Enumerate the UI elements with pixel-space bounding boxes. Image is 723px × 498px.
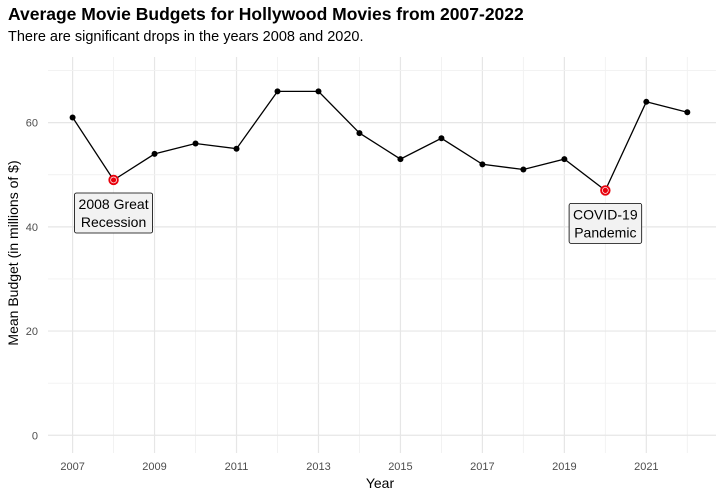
data-point-2013 xyxy=(315,88,322,95)
x-tick-label: 2011 xyxy=(225,461,249,473)
data-point-2019 xyxy=(561,156,568,163)
data-point-2015 xyxy=(397,156,404,163)
x-tick-label: 2017 xyxy=(470,461,494,473)
data-point-2017 xyxy=(479,161,486,168)
highlight-core-2008 xyxy=(110,177,117,183)
annotation-text: Pandemic xyxy=(574,224,636,240)
chart-subtitle: There are significant drops in the years… xyxy=(8,29,364,45)
x-axis-label: Year xyxy=(366,475,395,491)
annotation-text: Recession xyxy=(81,214,146,230)
x-tick-label: 2009 xyxy=(142,461,166,473)
axis-ticks: 2007 2009 2011 2013 2015 2017 2019 2021 0 20 40 60 xyxy=(26,118,659,473)
data-point-2009 xyxy=(151,150,158,157)
y-tick-label: 40 xyxy=(26,222,38,234)
data-point-2016 xyxy=(438,135,445,142)
y-tick-label: 20 xyxy=(26,326,38,338)
x-tick-label: 2019 xyxy=(552,461,576,473)
annotation-text: COVID-19 xyxy=(573,206,638,222)
annotation-2020: COVID-19 Pandemic xyxy=(568,202,643,244)
y-tick-label: 0 xyxy=(32,430,38,442)
data-point-2018 xyxy=(520,166,527,173)
series-line xyxy=(72,90,688,192)
x-tick-label: 2021 xyxy=(634,461,658,473)
data-points xyxy=(69,88,691,196)
highlight-core-2020 xyxy=(602,187,608,193)
data-point-2022 xyxy=(684,109,691,116)
data-point-2011 xyxy=(233,145,240,152)
y-tick-label: 60 xyxy=(26,118,38,130)
x-tick-label: 2013 xyxy=(306,461,330,473)
annotations: 2008 Great Recession COVID-19 Pandemic xyxy=(74,192,643,244)
grid-lines xyxy=(48,57,716,453)
x-tick-label: 2007 xyxy=(60,461,84,473)
data-point-2012 xyxy=(274,88,281,95)
annotation-box xyxy=(74,192,153,234)
annotation-2008: 2008 Great Recession xyxy=(74,192,153,234)
data-point-2014 xyxy=(356,130,363,137)
chart-title: Average Movie Budgets for Hollywood Movi… xyxy=(8,4,524,24)
data-point-2007 xyxy=(69,114,76,121)
data-point-2021 xyxy=(643,98,650,105)
annotation-box xyxy=(568,202,643,244)
annotation-text: 2008 Great xyxy=(79,196,149,212)
x-tick-label: 2015 xyxy=(388,461,412,473)
y-axis-label: Mean Budget (in millions of $) xyxy=(5,160,21,345)
data-point-2010 xyxy=(192,140,199,147)
